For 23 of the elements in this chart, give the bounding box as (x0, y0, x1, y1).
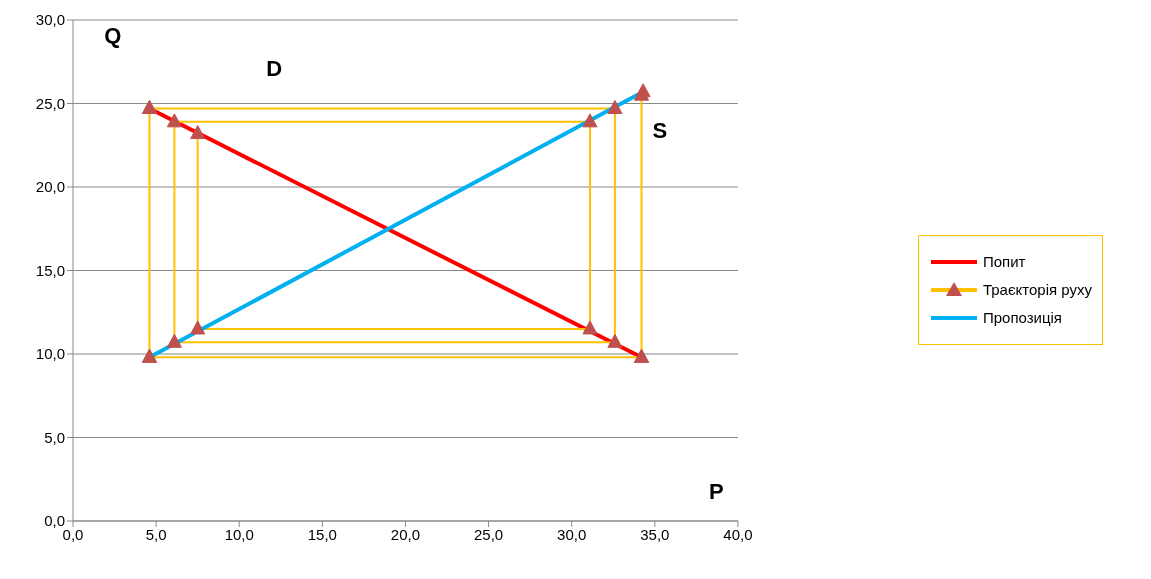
x-tick-label: 0,0 (62, 525, 84, 543)
y-tick-label: 20,0 (35, 178, 65, 196)
x-axis-title: P (708, 478, 724, 504)
annotation: D (266, 56, 283, 82)
y-tick-label: 10,0 (35, 345, 65, 363)
y-tick-label: 5,0 (44, 428, 65, 446)
y-tick-label: 15,0 (35, 261, 65, 279)
x-tick-label: 5,0 (145, 525, 167, 543)
y-tick-label: 0,0 (44, 512, 65, 530)
x-tick-label: 40,0 (723, 525, 753, 543)
x-tick-label: 35,0 (640, 525, 670, 543)
legend-label: Траєкторія руху (982, 281, 1092, 298)
x-tick-label: 10,0 (224, 525, 254, 543)
legend-label: Попит (982, 253, 1026, 270)
y-axis-title: Q (104, 22, 122, 48)
x-tick-label: 25,0 (473, 525, 504, 543)
x-tick-label: 30,0 (557, 525, 587, 543)
x-tick-label: 15,0 (307, 525, 337, 543)
x-tick-label: 20,0 (390, 525, 421, 543)
annotation: S (652, 118, 668, 144)
y-tick-label: 30,0 (35, 11, 65, 29)
y-tick-label: 25,0 (35, 94, 65, 112)
legend-label: Пропозиція (982, 309, 1062, 326)
